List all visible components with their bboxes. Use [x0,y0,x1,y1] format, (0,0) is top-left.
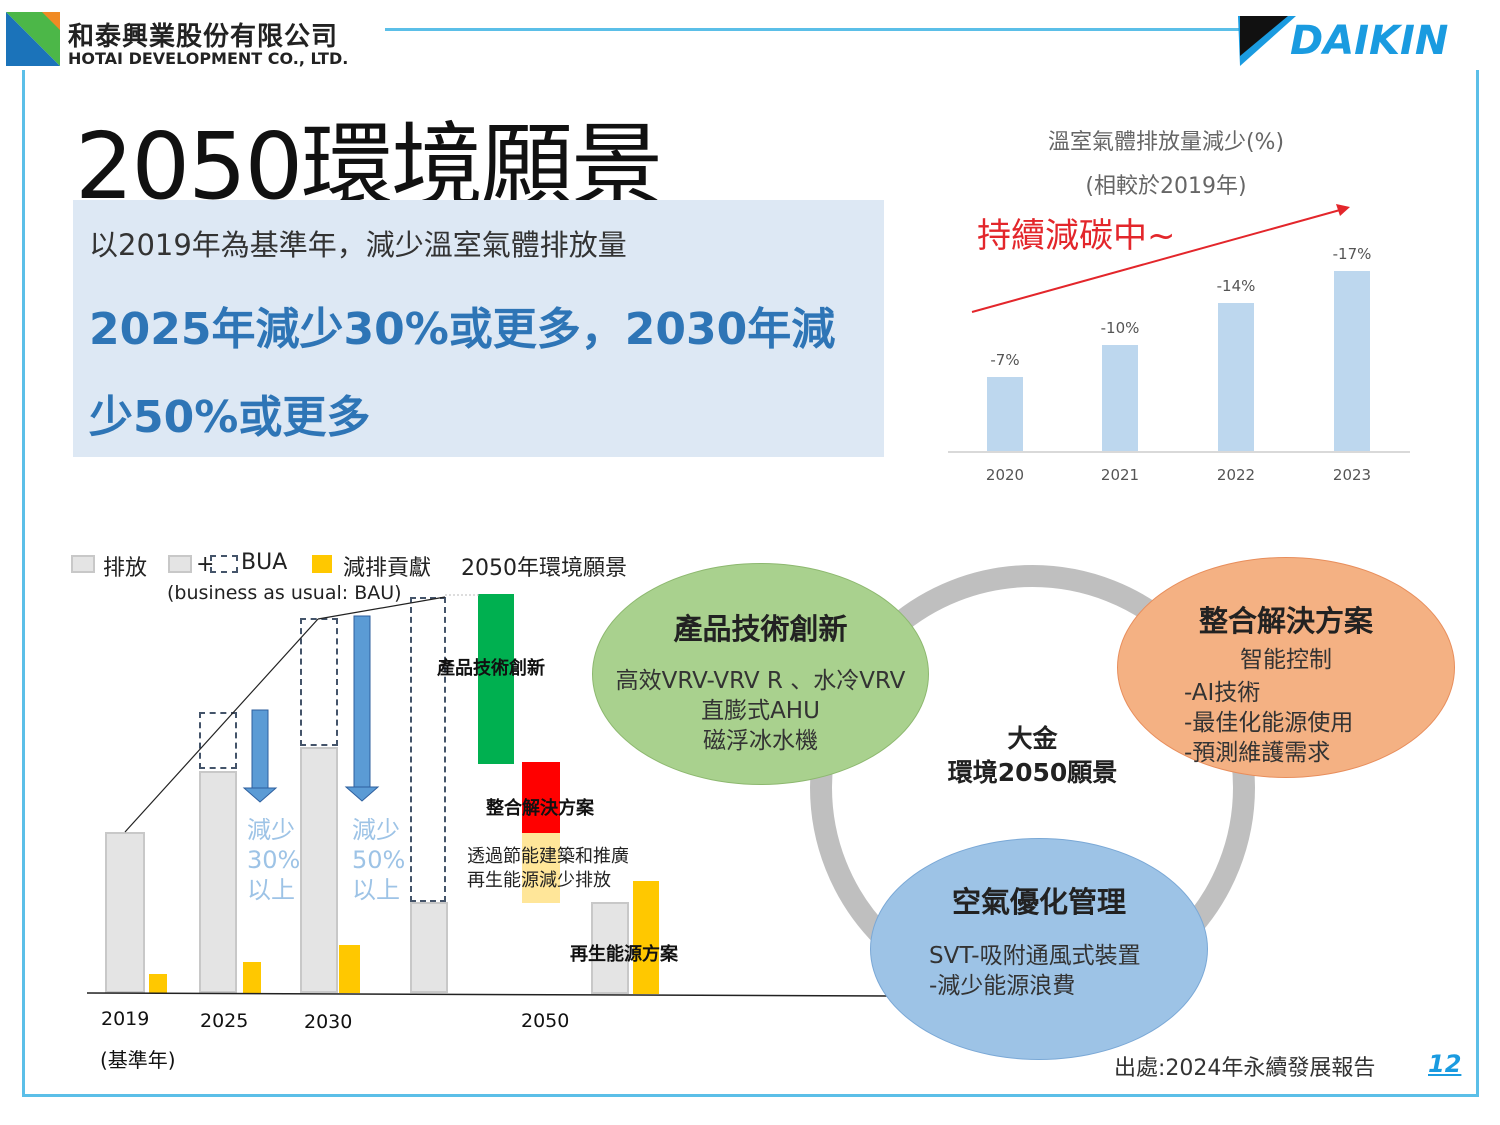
vision-center-l1: 大金 [1007,724,1058,753]
building-note-l1: 透過節能建築和推廣 [467,846,629,867]
air-title: 空氣優化管理 [951,885,1126,919]
solution-lines: -AI技術 -最佳化能源使用 -預測維護需求 [1118,678,1454,768]
daikin-brand: DAIKIN [1290,18,1449,64]
legend-emission: 排放 [103,556,148,581]
chart-x-tick: 2023 [1332,466,1372,484]
product-line: 高效VRV-VRV R 、水冷VRV [615,668,906,694]
summary-line1: 以2019年為基準年，減少溫室氣體排放量 [89,228,627,262]
contrib-2019 [149,974,167,993]
building-bar [522,833,560,903]
source-note: 出處:2024年永續發展報告 [1114,1056,1376,1081]
product-innovation-label: 產品技術創新 [437,658,545,679]
legend-vision: 2050年環境願景 [461,556,627,581]
product-ellipse: 產品技術創新 高效VRV-VRV R 、水冷VRV 直膨式AHU 磁浮冰水機 [592,563,929,785]
legend-bua-swatch [168,555,192,573]
bar-2050 [410,902,448,993]
solution-sub: 智能控制 [1240,647,1332,673]
chart-x-tick: 2022 [1216,466,1256,484]
vision-center: 大金環境2050願景 [900,722,1165,790]
legend-contribution-swatch [312,555,332,573]
reduce-50-l1: 減少 [352,816,400,844]
reduce-30-label: 減少 30% 以上 [247,815,300,905]
solution-ellipse: 整合解決方案 智能控制 -AI技術 -最佳化能源使用 -預測維護需求 [1117,557,1455,778]
legend-bua: BUA [241,550,288,575]
contrib-2030 [339,945,360,993]
chart-x-tick: 2020 [985,466,1025,484]
integrated-solution-bar [522,762,560,833]
solution-line: -最佳化能源使用 [1184,710,1354,736]
slide-frame [22,70,1479,1097]
product-line: 磁浮冰水機 [703,728,818,754]
legend-bua-dash [210,555,238,573]
air-lines: SVT-吸附通風式裝置 -減少能源浪費 [871,941,1207,1001]
legend-bau-note: (business as usual: BAU) [167,582,402,604]
chart-data-label: -7% [990,350,1020,369]
bua-2050 [410,597,446,902]
page-number: 12 [1428,1050,1462,1078]
year-2019: 2019 [101,1008,150,1030]
solution-title: 整合解決方案 [1198,604,1373,638]
summary-line2: 2025年減少30%或更多，2030年減少50%或更多 [89,304,836,443]
solution-line: -AI技術 [1184,680,1261,706]
year-2050: 2050 [521,1010,570,1032]
trend-arrow [971,204,1350,313]
air-ellipse: 空氣優化管理 SVT-吸附通風式裝置 -減少能源浪費 [870,838,1208,1060]
air-line: SVT-吸附通風式裝置 [929,943,1141,969]
air-line: -減少能源浪費 [929,973,1076,999]
chart-x-tick: 2021 [1100,466,1140,484]
bar-2050-final [591,902,629,994]
legend-plus: + [196,552,215,577]
chart-data-label: -14% [1216,276,1256,295]
building-note: 透過節能建築和推廣 再生能源減少排放 [467,845,629,893]
year-2025: 2025 [200,1010,249,1032]
legend-contribution: 減排貢獻 [343,556,432,581]
reduce-30-l1: 減少 [247,816,295,844]
building-note-l2: 再生能源減少排放 [467,870,611,891]
header-line [385,28,1240,31]
reduce-50-label: 減少 50% 以上 [352,815,405,905]
chart-data-label: -17% [1332,244,1372,263]
product-lines: 高效VRV-VRV R 、水冷VRV 直膨式AHU 磁浮冰水機 [593,666,928,756]
chart-bar-2021 [1102,345,1138,451]
down-arrow-icon [344,615,380,802]
reduce-50-l3: 以上 [352,876,400,904]
roadmap-lines [86,594,891,997]
chart-subtitle: (相較於2019年) [1085,174,1247,199]
bar-2030 [300,747,338,993]
reduce-30-l2: 30% [247,846,301,874]
chart-data-label: -10% [1100,319,1140,337]
solution-line: -預測維護需求 [1184,740,1331,766]
trend-annotation: 持續減碳中~ [977,216,1176,256]
summary-box: 以2019年為基準年，減少溫室氣體排放量 2025年減少30%或更多，2030年… [73,200,884,457]
chart-bar-2022 [1218,302,1254,451]
hotai-logo-icon [6,12,60,66]
year-2030: 2030 [304,1011,353,1033]
integrated-solution-label: 整合解決方案 [486,798,594,819]
bua-2025 [199,712,237,769]
down-arrow-icon [242,709,278,803]
reduce-30-l3: 以上 [247,876,295,904]
bar-2025 [199,771,237,993]
product-line: 直膨式AHU [701,698,820,724]
chart-title: 溫室氣體排放量減少(%) [1047,130,1285,155]
chart-bar-2023 [1334,270,1370,451]
product-title: 產品技術創新 [673,612,848,646]
company-name-en: HOTAI DEVELOPMENT CO., LTD. [68,49,349,68]
contrib-2025 [243,962,261,993]
legend-emission-swatch [71,555,95,573]
renewable-label: 再生能源方案 [570,944,678,965]
bar-2019 [105,832,145,993]
reduce-50-l2: 50% [352,846,406,874]
chart-bar-2020 [987,376,1023,451]
base-year-note: (基準年) [100,1048,176,1072]
company-name-cn: 和泰興業股份有限公司 [68,22,339,52]
daikin-logo-icon [1238,16,1296,66]
vision-center-l2: 環境2050願景 [947,758,1118,787]
chart-baseline [948,451,1410,453]
renewable-bar [633,881,659,994]
product-innovation-bar [478,594,514,764]
